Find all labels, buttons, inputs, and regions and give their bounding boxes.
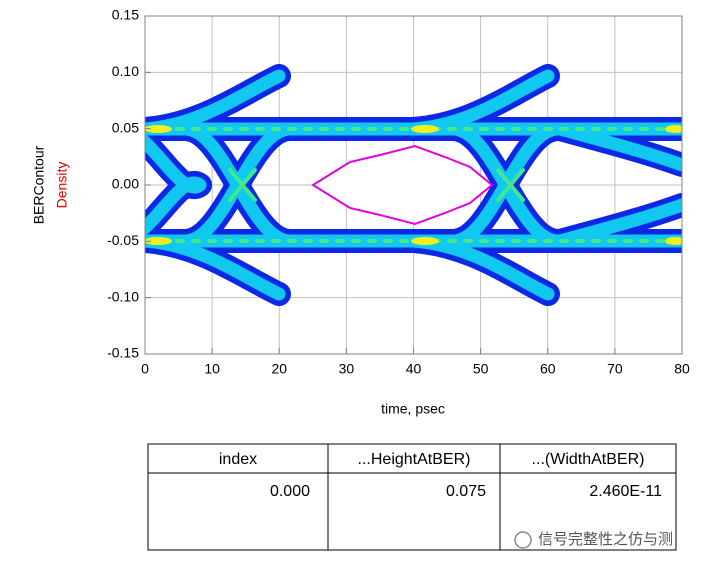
y-axis-label: BERContour xyxy=(31,145,47,224)
x-tick-label: 30 xyxy=(339,361,355,377)
results-table: index ...HeightAtBER) ...(WidthAtBER) 0.… xyxy=(147,443,677,551)
table-cell: 2.460E-11 xyxy=(589,483,662,500)
x-tick-label: 80 xyxy=(674,361,690,377)
x-axis-label: time, psec xyxy=(381,401,445,417)
x-tick-label: 0 xyxy=(141,361,149,377)
watermark-text: 信号完整性之仿与测 xyxy=(538,531,673,548)
x-tick-label: 10 xyxy=(204,361,220,377)
y-tick-label: -0.05 xyxy=(107,232,139,248)
eye-density xyxy=(145,64,682,306)
table-cell: 0.075 xyxy=(446,483,486,500)
table-frame xyxy=(147,443,677,551)
y-tick-label: 0.10 xyxy=(112,63,139,79)
x-tick-label: 20 xyxy=(271,361,287,377)
y-tick-label: 0.15 xyxy=(112,7,139,23)
y-tick-label: 0.05 xyxy=(112,119,139,135)
x-tick-label: 40 xyxy=(406,361,422,377)
table-header: index xyxy=(219,451,257,468)
x-tick-label: 50 xyxy=(473,361,489,377)
x-tick-label: 60 xyxy=(540,361,556,377)
watermark: 信号完整性之仿与测 xyxy=(514,531,673,549)
watermark-icon xyxy=(514,531,532,549)
y-tick-label: 0.00 xyxy=(112,176,139,192)
density-peak xyxy=(145,125,682,245)
x-tick-label: 70 xyxy=(607,361,623,377)
y-axis-label-second: Density xyxy=(54,162,70,209)
y-tick-label: -0.15 xyxy=(107,345,139,361)
table-header: ...(WidthAtBER) xyxy=(532,451,645,468)
y-tick-label: -0.10 xyxy=(107,288,139,304)
table-header: ...HeightAtBER) xyxy=(358,451,471,468)
ber-contour xyxy=(311,144,494,226)
density-core xyxy=(145,127,682,243)
table-cell: 0.000 xyxy=(270,483,310,500)
